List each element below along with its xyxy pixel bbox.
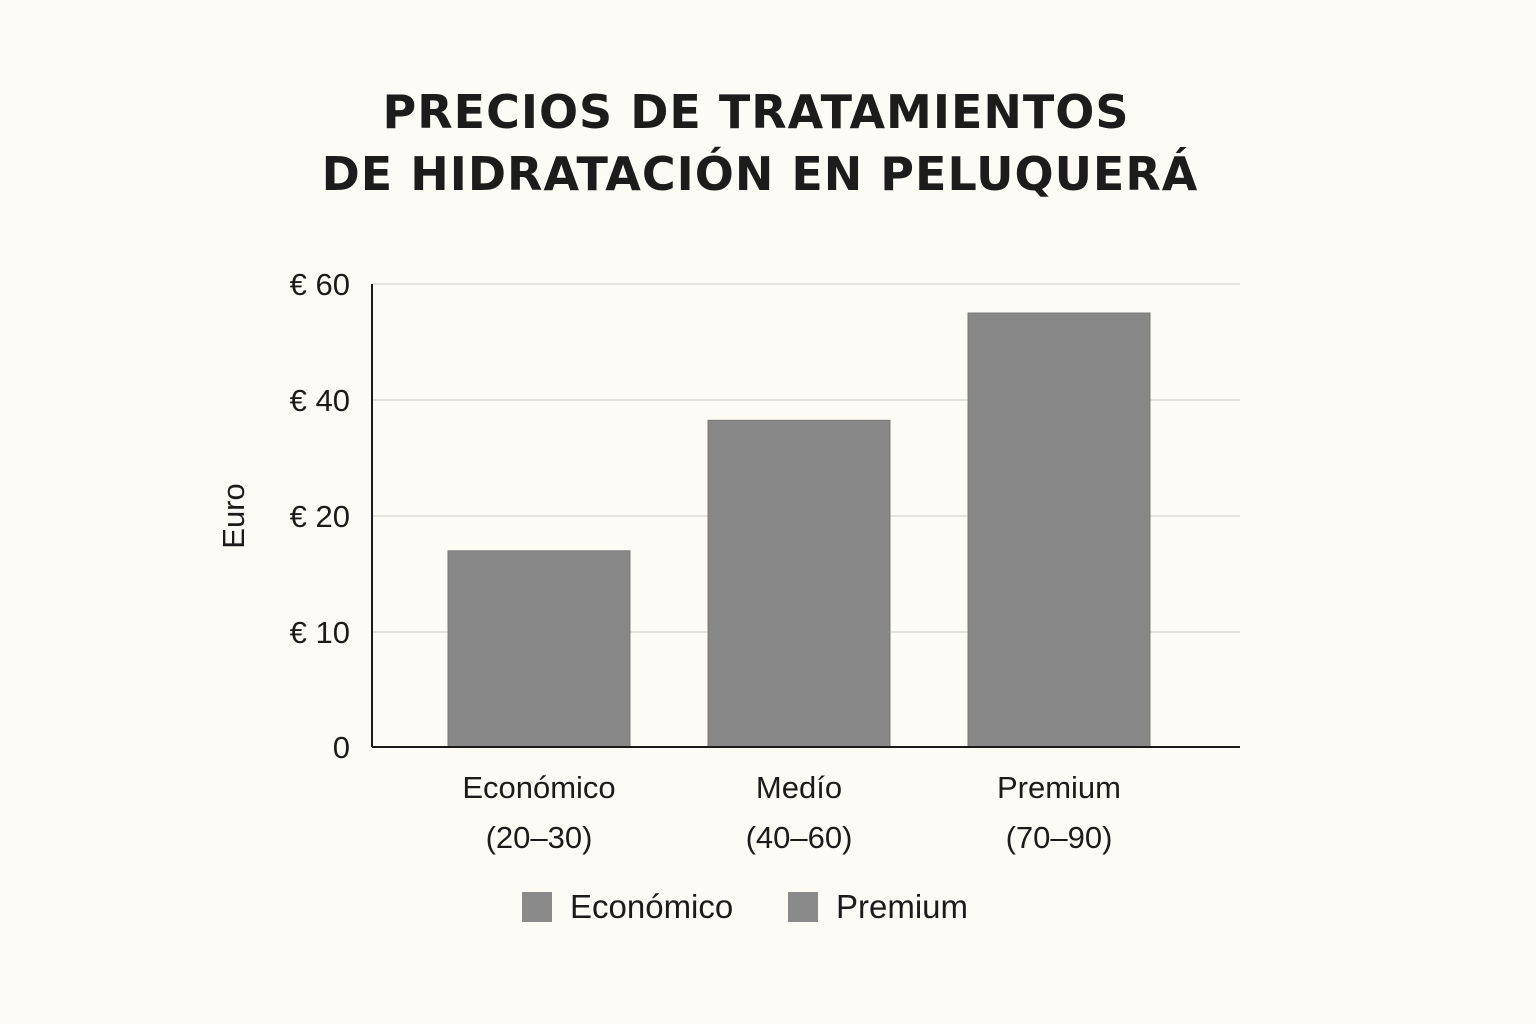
bars	[447, 312, 1151, 748]
bar	[707, 419, 891, 748]
x-category-label: Económico	[462, 770, 615, 805]
legend-swatch	[522, 892, 552, 922]
y-tick-label: 0	[333, 730, 350, 765]
x-category-label: Medío	[756, 770, 842, 805]
x-category-labels: Económico (20–30) Medío (40–60) Premium (70–9…	[462, 770, 1121, 855]
bar	[967, 312, 1151, 748]
x-category-range-label: (70–90)	[1006, 820, 1113, 855]
legend-label: Premium	[836, 888, 968, 925]
y-tick-label: € 20	[290, 499, 350, 534]
legend: Económico Premium	[522, 888, 968, 925]
y-tick-labels: 0 € 10 € 20 € 40 € 60	[290, 267, 350, 765]
legend-label: Económico	[570, 888, 733, 925]
y-tick-label: € 10	[290, 615, 350, 650]
x-category-range-label: (40–60)	[746, 820, 853, 855]
y-tick-label: € 60	[290, 267, 350, 302]
legend-swatch	[788, 892, 818, 922]
axes	[371, 284, 1240, 748]
bar	[447, 550, 631, 748]
x-category-label: Premium	[997, 770, 1121, 805]
chart-title-line-2: DE HIDRATACIÓN EN PELUQUERÁ	[322, 147, 1199, 201]
y-axis-title: Euro	[216, 483, 251, 548]
chart-title-line-1: PRECIOS DE TRATAMIENTOS	[383, 85, 1130, 139]
y-tick-label: € 40	[290, 383, 350, 418]
x-category-range-label: (20–30)	[486, 820, 593, 855]
